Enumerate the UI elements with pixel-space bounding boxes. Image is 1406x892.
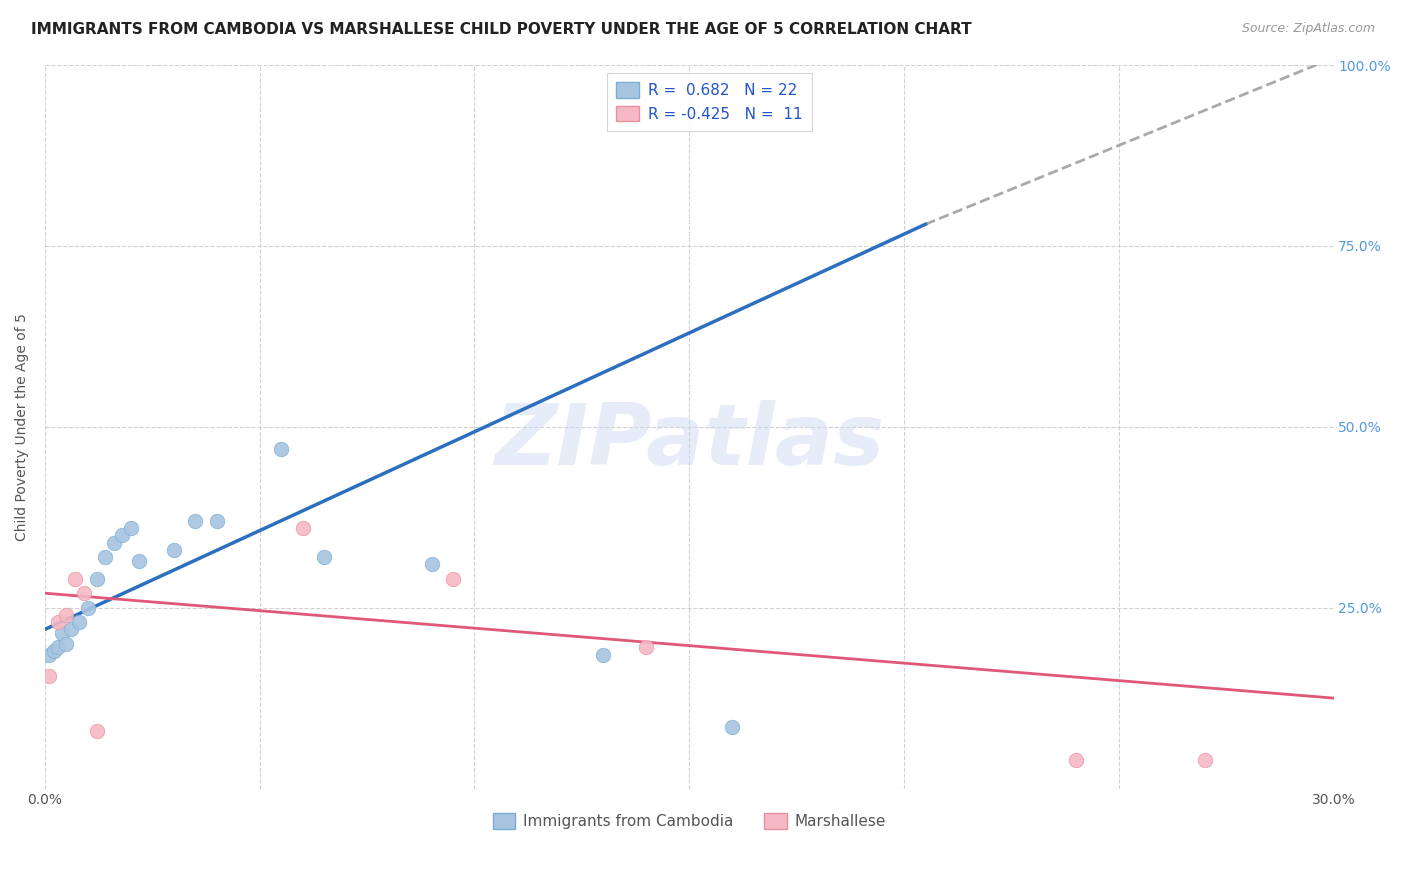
Point — [42, 644, 65, 658]
Point — [721, 720, 744, 734]
Point — [86, 723, 108, 738]
Y-axis label: Child Poverty Under the Age of 5: Child Poverty Under the Age of 5 — [15, 313, 30, 541]
Point — [77, 600, 100, 615]
Point — [205, 514, 228, 528]
Point — [184, 514, 207, 528]
Point — [120, 521, 142, 535]
Point — [63, 572, 86, 586]
Point — [46, 640, 69, 655]
Point — [420, 558, 443, 572]
Point — [38, 669, 60, 683]
Point — [59, 623, 82, 637]
Text: Source: ZipAtlas.com: Source: ZipAtlas.com — [1241, 22, 1375, 36]
Point — [86, 572, 108, 586]
Point — [55, 637, 77, 651]
Point — [51, 626, 73, 640]
Point — [636, 640, 658, 655]
Point — [1194, 753, 1216, 767]
Point — [111, 528, 134, 542]
Point — [1064, 753, 1087, 767]
Text: IMMIGRANTS FROM CAMBODIA VS MARSHALLESE CHILD POVERTY UNDER THE AGE OF 5 CORRELA: IMMIGRANTS FROM CAMBODIA VS MARSHALLESE … — [31, 22, 972, 37]
Point — [103, 535, 125, 549]
Point — [46, 615, 69, 629]
Point — [67, 615, 90, 629]
Point — [441, 572, 464, 586]
Point — [55, 607, 77, 622]
Text: ZIPatlas: ZIPatlas — [494, 400, 884, 483]
Point — [94, 549, 117, 564]
Point — [128, 554, 150, 568]
Point — [270, 442, 292, 456]
Point — [163, 542, 186, 557]
Point — [592, 648, 614, 662]
Point — [72, 586, 94, 600]
Point — [38, 648, 60, 662]
Legend: Immigrants from Cambodia, Marshallese: Immigrants from Cambodia, Marshallese — [486, 807, 891, 835]
Point — [314, 549, 336, 564]
Point — [291, 521, 314, 535]
